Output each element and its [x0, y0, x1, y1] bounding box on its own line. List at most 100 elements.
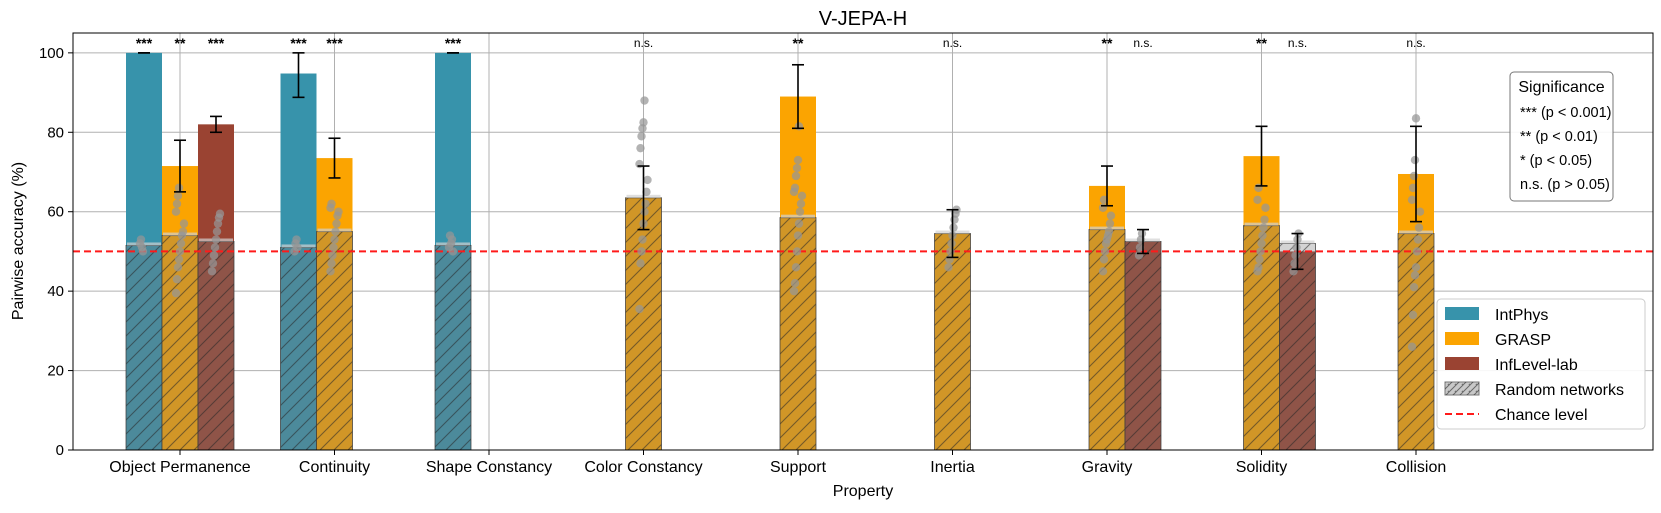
- x-tick-label: Collision: [1386, 459, 1446, 476]
- data-point: [172, 275, 182, 284]
- data-point: [448, 247, 458, 256]
- legend-frame: [1436, 298, 1646, 430]
- data-point: [636, 143, 645, 153]
- x-tick-label: Solidity: [1236, 459, 1288, 476]
- random-network-hatch: [934, 233, 971, 450]
- data-point: [1258, 231, 1267, 240]
- data-point: [794, 122, 804, 131]
- data-point: [1135, 243, 1145, 252]
- legend-label: Chance level: [1495, 407, 1588, 424]
- data-point: [642, 187, 651, 197]
- x-tick-label: Color Constancy: [584, 459, 702, 476]
- significance-label: ***: [290, 35, 307, 51]
- data-point: [794, 219, 804, 228]
- ticks-layer: 0 20 40 60 80 100 Object Permanence Continuity S…: [39, 45, 1446, 476]
- data-point: [1104, 227, 1114, 236]
- data-point: [949, 223, 958, 232]
- data-point: [138, 247, 148, 256]
- random-network-hatch: [434, 244, 472, 450]
- data-point: [208, 259, 218, 268]
- data-point: [171, 288, 181, 298]
- data-point: [1256, 247, 1265, 256]
- data-point: [1261, 203, 1270, 212]
- data-point: [1415, 207, 1425, 216]
- data-point: [1134, 251, 1144, 260]
- data-point: [1290, 259, 1299, 268]
- data-point: [293, 243, 302, 252]
- legend-entry: InfLevel-lab: [1445, 357, 1578, 374]
- data-point: [1408, 183, 1418, 193]
- data-point: [1410, 271, 1420, 280]
- data-point: [173, 191, 183, 201]
- chart-title: V-JEPA-H: [819, 8, 908, 30]
- legend: IntPhys GRASP InfLevel-lab Random networks C…: [1436, 298, 1646, 430]
- data-point: [1098, 267, 1108, 276]
- legend-entry: Chance level: [1445, 407, 1588, 424]
- data-point: [639, 118, 648, 127]
- x-tick-label: Object Permanence: [109, 459, 251, 476]
- random-network-hatch: [125, 244, 163, 450]
- random-network-hatch: [779, 217, 817, 450]
- legend-swatch-hatch: [1445, 382, 1479, 395]
- legend-entry: IntPhys: [1445, 307, 1548, 324]
- significance-label: ***: [208, 35, 225, 51]
- data-point: [331, 227, 340, 236]
- data-point: [136, 235, 146, 244]
- data-point: [1292, 243, 1301, 252]
- data-point: [1100, 247, 1110, 256]
- data-point: [1260, 215, 1269, 224]
- legend-label: InfLevel-lab: [1495, 357, 1578, 374]
- random-network-hatch: [280, 246, 317, 450]
- data-point: [638, 235, 647, 244]
- data-point: [328, 251, 337, 260]
- data-point: [329, 243, 338, 252]
- data-point: [1105, 219, 1115, 228]
- data-point: [1413, 235, 1423, 244]
- legend-entry: Random networks: [1444, 381, 1624, 399]
- significance-label: **: [793, 35, 804, 51]
- data-point: [1409, 171, 1419, 181]
- data-point: [792, 163, 802, 173]
- data-point: [1408, 310, 1418, 320]
- x-axis-label: Property: [833, 483, 893, 500]
- data-point: [1414, 223, 1424, 232]
- data-point: [947, 239, 956, 248]
- data-point: [212, 227, 222, 236]
- data-point: [179, 219, 189, 228]
- data-point: [1254, 263, 1263, 272]
- data-point: [174, 183, 184, 193]
- data-point: [1137, 229, 1147, 238]
- x-tick-label: Shape Constancy: [426, 459, 552, 476]
- data-point: [173, 263, 183, 272]
- legend-entry: GRASP: [1445, 332, 1551, 349]
- random-network-top: [781, 214, 815, 218]
- y-tick-label: 60: [47, 204, 64, 221]
- significance-label: n.s.: [1406, 36, 1425, 50]
- plot-frame: [72, 32, 1654, 451]
- data-point: [643, 175, 652, 185]
- random-network-hatch: [197, 241, 235, 450]
- data-point: [171, 207, 181, 216]
- y-tick-label: 0: [56, 442, 64, 459]
- random-network-hatch: [1088, 229, 1126, 450]
- data-point: [640, 96, 649, 105]
- y-tick-label: 80: [47, 124, 64, 141]
- data-point: [790, 183, 800, 193]
- significance-label: **: [175, 35, 186, 51]
- significance-legend-entry: * (p < 0.05): [1520, 153, 1592, 169]
- legend-swatch: [1445, 307, 1479, 320]
- data-point: [1407, 195, 1417, 204]
- significance-label: n.s.: [943, 36, 962, 50]
- data-point: [790, 279, 800, 288]
- data-point: [793, 155, 803, 165]
- data-point: [1255, 255, 1264, 264]
- x-tick-label: Gravity: [1082, 459, 1133, 476]
- data-point: [797, 191, 807, 201]
- data-point: [637, 247, 646, 256]
- significance-legend-title: Significance: [1518, 79, 1604, 96]
- overlay-layer: *** *** ***** *** n.s. ** n.s. ** ** n.s.*** n.s. n…: [73, 35, 1653, 351]
- random-network-hatch: [316, 231, 353, 450]
- data-point: [795, 207, 805, 216]
- x-tick-label: Continuity: [299, 459, 370, 476]
